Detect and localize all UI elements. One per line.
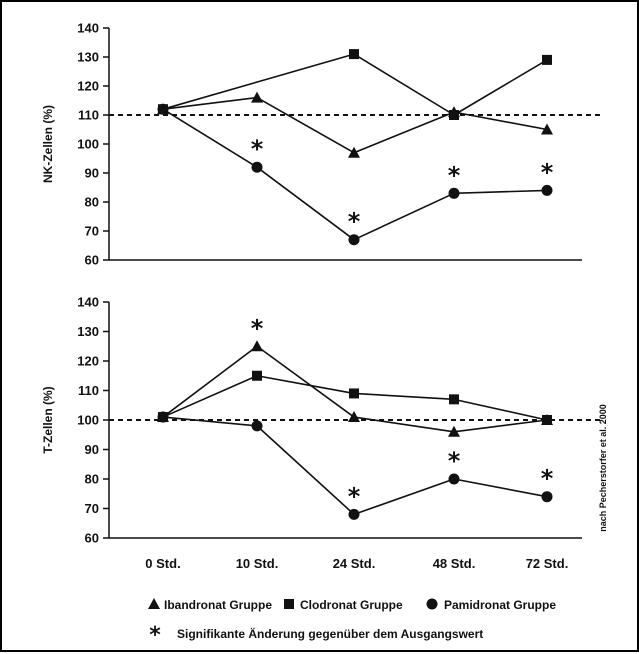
y-tick-label: 80 (85, 195, 99, 210)
data-point-pamidronat-gruppe (448, 187, 460, 199)
data-point-clodronat-gruppe (349, 49, 359, 60)
y-tick-label: 110 (78, 108, 99, 123)
legend: Ibandronat Gruppe Clodronat Gruppe Pamidro… (148, 598, 556, 648)
significance-star: * (348, 208, 361, 236)
x-tick-label: 72 Std. (526, 556, 569, 571)
data-point-clodronat-gruppe (542, 415, 552, 425)
legend-significance-label: Signifikante Änderung gegenüber dem Ausg… (177, 626, 483, 641)
significance-star: * (448, 161, 461, 189)
significance-star: * (541, 158, 554, 186)
data-point-ibandronat-gruppe (541, 123, 553, 135)
legend-marker-circle (426, 598, 438, 610)
y-tick-label: 60 (85, 253, 99, 268)
significance-star: * (251, 314, 264, 342)
data-point-ibandronat-gruppe (448, 425, 460, 437)
x-tick-label: 10 Std. (236, 556, 279, 571)
data-point-ibandronat-gruppe (251, 340, 263, 352)
y-tick-label: 100 (77, 137, 99, 152)
legend-label: Ibandronat Gruppe (164, 598, 272, 612)
series-line-clodronat-gruppe (162, 53, 548, 116)
significance-star: * (251, 135, 264, 163)
y-tick-label: 70 (85, 224, 99, 239)
y-tick-label: 110 (78, 383, 99, 398)
chart-panel-2: 60 70 80 90 100 110 120 130 140 T-Zellen (%) 0 Std… (41, 295, 602, 571)
data-point-pamidronat-gruppe (348, 508, 360, 520)
data-point-clodronat-gruppe (542, 54, 552, 65)
significance-star: * (348, 482, 361, 510)
legend-marker-triangle (148, 598, 160, 609)
y-axis-label: T-Zellen (%) (41, 386, 55, 453)
y-tick-label: 120 (77, 79, 99, 94)
y-tick-label: 90 (85, 442, 99, 457)
y-tick-label: 100 (77, 413, 99, 428)
data-point-pamidronat-gruppe (348, 234, 360, 246)
data-point-clodronat-gruppe (449, 110, 459, 120)
legend-significance-star: * (149, 623, 161, 648)
data-point-pamidronat-gruppe (541, 491, 553, 503)
x-tick-label: 24 Std. (333, 556, 376, 571)
data-point-pamidronat-gruppe (251, 420, 263, 432)
chart-panel-1: 60 70 80 90 100 110 120 130 140 NK-Zellen (%) * * * * (41, 21, 602, 268)
data-point-clodronat-gruppe (349, 388, 359, 399)
y-tick-label: 140 (77, 295, 99, 310)
data-point-pamidronat-gruppe (251, 161, 263, 173)
legend-marker-square (284, 599, 294, 609)
data-point-ibandronat-gruppe (348, 146, 360, 158)
x-tick-label: 0 Std. (145, 556, 180, 571)
data-point-pamidronat-gruppe (448, 473, 460, 485)
y-tick-label: 80 (85, 472, 99, 487)
legend-label: Clodronat Gruppe (300, 598, 403, 612)
significance-star: * (541, 465, 554, 493)
data-point-ibandronat-gruppe (251, 91, 263, 103)
source-credit: nach Pecherstorfer et al. 2000 (598, 404, 608, 532)
data-point-pamidronat-gruppe (157, 411, 169, 423)
data-point-clodronat-gruppe (449, 394, 459, 405)
data-point-clodronat-gruppe (252, 370, 262, 381)
x-tick-label: 48 Std. (433, 556, 476, 571)
data-point-pamidronat-gruppe (157, 103, 169, 115)
y-tick-label: 90 (85, 166, 99, 181)
legend-label: Pamidronat Gruppe (444, 598, 556, 612)
y-tick-label: 130 (77, 324, 99, 339)
data-point-pamidronat-gruppe (541, 184, 553, 196)
y-tick-label: 70 (85, 501, 99, 516)
y-axis-label: NK-Zellen (%) (41, 105, 55, 183)
data-point-ibandronat-gruppe (348, 411, 360, 423)
y-tick-label: 140 (77, 21, 99, 36)
y-tick-label: 60 (85, 531, 99, 546)
y-tick-label: 130 (77, 50, 99, 65)
significance-star: * (448, 447, 461, 475)
y-tick-label: 120 (77, 354, 99, 369)
